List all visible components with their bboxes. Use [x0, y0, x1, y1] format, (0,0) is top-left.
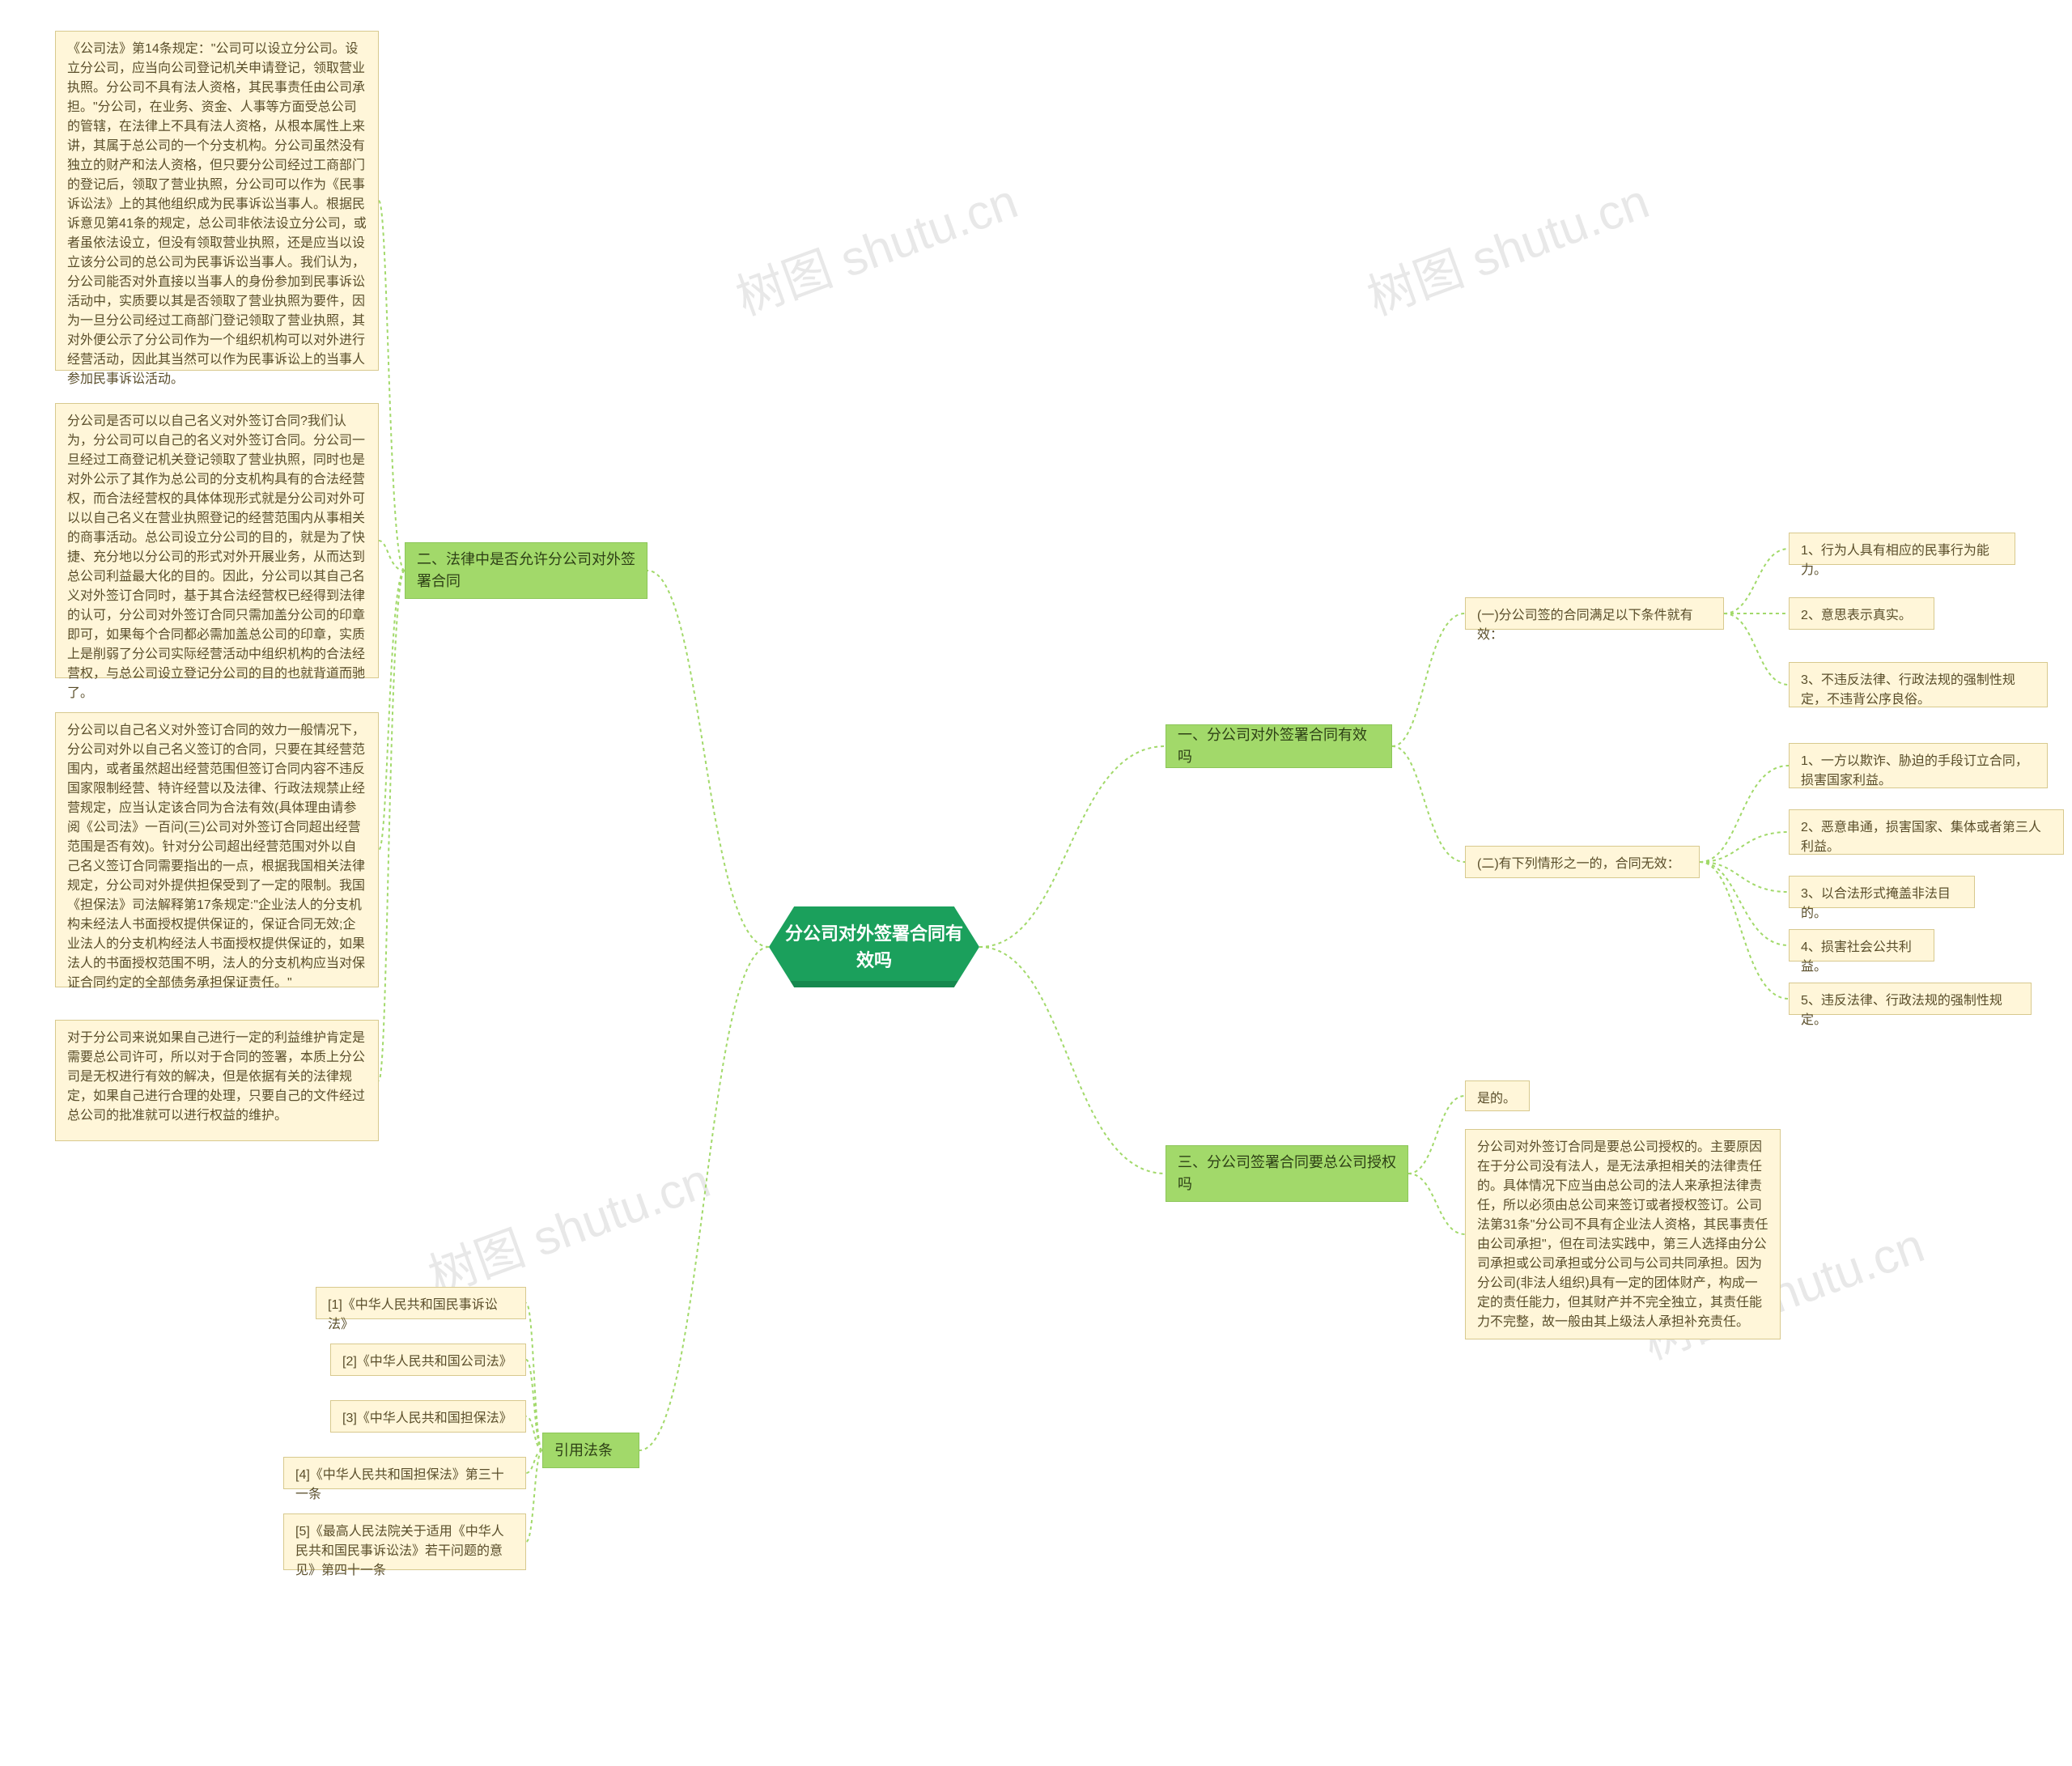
watermark: 树图 shutu.cn: [1357, 162, 1657, 329]
section-3[interactable]: 三、分公司签署合同要总公司授权吗: [1166, 1145, 1408, 1202]
subgroup-1b[interactable]: (二)有下列情形之一的，合同无效：: [1465, 846, 1700, 878]
leaf-text: 1、行为人具有相应的民事行为能力。: [1801, 544, 1989, 577]
section-4-label: 引用法条: [554, 1440, 613, 1462]
leaf-s2-4[interactable]: 对于分公司来说如果自己进行一定的利益维护肯定是需要总公司许可，所以对于合同的签署…: [55, 1020, 379, 1141]
root-label: 分公司对外签署合同有效吗: [780, 920, 968, 974]
leaf-text: [1]《中华人民共和国民事诉讼法》: [328, 1298, 498, 1331]
leaf-text: 2、意思表示真实。: [1801, 609, 1912, 622]
leaf-s4-1[interactable]: [1]《中华人民共和国民事诉讼法》: [316, 1287, 526, 1319]
leaf-text: 分公司以自己名义对外签订合同的效力一般情况下，分公司对外以自己名义签订的合同，只…: [67, 724, 365, 990]
leaf-text: 对于分公司来说如果自己进行一定的利益维护肯定是需要总公司许可，所以对于合同的签署…: [67, 1031, 365, 1123]
section-4[interactable]: 引用法条: [542, 1433, 639, 1468]
watermark: 树图 shutu.cn: [725, 162, 1025, 329]
leaf-text: [4]《中华人民共和国担保法》第三十一条: [295, 1468, 504, 1501]
watermark: 树图 shutu.cn: [418, 1141, 718, 1308]
root-node[interactable]: 分公司对外签署合同有效吗: [769, 906, 979, 987]
leaf-g1b-4[interactable]: 4、损害社会公共利益。: [1789, 929, 1934, 962]
leaf-text: [2]《中华人民共和国公司法》: [342, 1355, 512, 1369]
leaf-s4-3[interactable]: [3]《中华人民共和国担保法》: [330, 1400, 526, 1433]
leaf-s2-3[interactable]: 分公司以自己名义对外签订合同的效力一般情况下，分公司对外以自己名义签订的合同，只…: [55, 712, 379, 987]
leaf-text: 是的。: [1477, 1092, 1516, 1106]
leaf-g1b-1[interactable]: 1、一方以欺诈、胁迫的手段订立合同，损害国家利益。: [1789, 743, 2048, 788]
leaf-g1a-3[interactable]: 3、不违反法律、行政法规的强制性规定，不违背公序良俗。: [1789, 662, 2048, 707]
subgroup-1a-label: (一)分公司签的合同满足以下条件就有效：: [1477, 609, 1693, 642]
leaf-text: 3、以合法形式掩盖非法目的。: [1801, 887, 1951, 920]
leaf-text: [3]《中华人民共和国担保法》: [342, 1412, 512, 1425]
section-3-label: 三、分公司签署合同要总公司授权吗: [1178, 1152, 1396, 1195]
leaf-g1a-2[interactable]: 2、意思表示真实。: [1789, 597, 1934, 630]
leaf-text: 分公司是否可以以自己名义对外签订合同?我们认为，分公司可以自己的名义对外签订合同…: [67, 414, 365, 700]
section-2-label: 二、法律中是否允许分公司对外签署合同: [417, 549, 635, 592]
leaf-text: 3、不违反法律、行政法规的强制性规定，不违背公序良俗。: [1801, 673, 2015, 707]
leaf-text: 4、损害社会公共利益。: [1801, 940, 1912, 974]
leaf-s4-4[interactable]: [4]《中华人民共和国担保法》第三十一条: [283, 1457, 526, 1489]
leaf-text: 分公司对外签订合同是要总公司授权的。主要原因在于分公司没有法人，是无法承担相关的…: [1477, 1140, 1768, 1329]
leaf-s4-2[interactable]: [2]《中华人民共和国公司法》: [330, 1344, 526, 1376]
leaf-text: 5、违反法律、行政法规的强制性规定。: [1801, 994, 2002, 1027]
leaf-s3-2[interactable]: 分公司对外签订合同是要总公司授权的。主要原因在于分公司没有法人，是无法承担相关的…: [1465, 1129, 1781, 1339]
leaf-s2-1[interactable]: 《公司法》第14条规定："公司可以设立分公司。设立分公司，应当向公司登记机关申请…: [55, 31, 379, 371]
leaf-text: 《公司法》第14条规定："公司可以设立分公司。设立分公司，应当向公司登记机关申请…: [67, 42, 367, 386]
leaf-g1b-3[interactable]: 3、以合法形式掩盖非法目的。: [1789, 876, 1975, 908]
subgroup-1b-label: (二)有下列情形之一的，合同无效：: [1477, 857, 1680, 871]
leaf-text: [5]《最高人民法院关于适用《中华人民共和国民事诉讼法》若干问题的意见》第四十一…: [295, 1525, 504, 1577]
leaf-g1a-1[interactable]: 1、行为人具有相应的民事行为能力。: [1789, 533, 2015, 565]
leaf-s2-2[interactable]: 分公司是否可以以自己名义对外签订合同?我们认为，分公司可以自己的名义对外签订合同…: [55, 403, 379, 678]
leaf-g1b-5[interactable]: 5、违反法律、行政法规的强制性规定。: [1789, 983, 2032, 1015]
subgroup-1a[interactable]: (一)分公司签的合同满足以下条件就有效：: [1465, 597, 1724, 630]
section-1[interactable]: 一、分公司对外签署合同有效吗: [1166, 724, 1392, 768]
leaf-g1b-2[interactable]: 2、恶意串通，损害国家、集体或者第三人利益。: [1789, 809, 2064, 855]
leaf-s4-5[interactable]: [5]《最高人民法院关于适用《中华人民共和国民事诉讼法》若干问题的意见》第四十一…: [283, 1513, 526, 1570]
leaf-text: 2、恶意串通，损害国家、集体或者第三人利益。: [1801, 821, 2041, 854]
section-1-label: 一、分公司对外签署合同有效吗: [1178, 724, 1380, 768]
section-2[interactable]: 二、法律中是否允许分公司对外签署合同: [405, 542, 648, 599]
leaf-text: 1、一方以欺诈、胁迫的手段订立合同，损害国家利益。: [1801, 754, 2028, 787]
leaf-s3-1[interactable]: 是的。: [1465, 1080, 1530, 1111]
